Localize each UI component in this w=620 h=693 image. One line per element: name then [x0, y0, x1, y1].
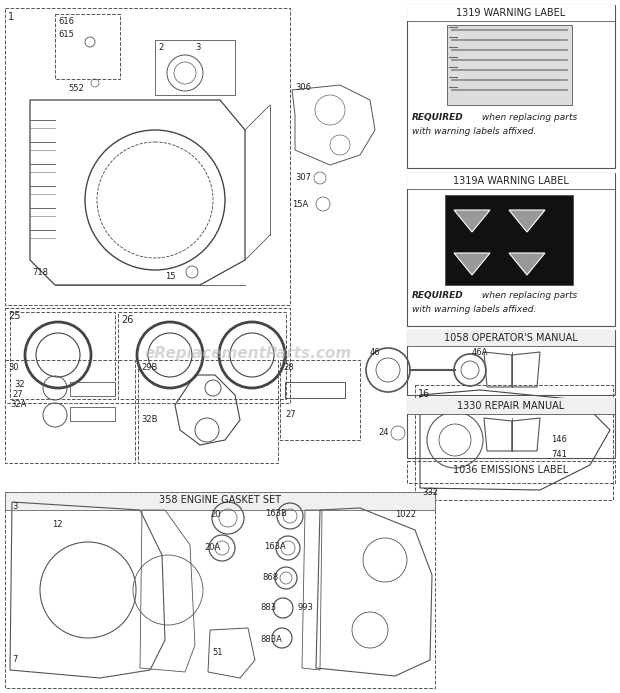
Bar: [5, 8, 290, 305]
Text: 51: 51: [212, 648, 223, 657]
Text: 28: 28: [283, 363, 294, 372]
Text: 883: 883: [260, 603, 276, 612]
Text: 883A: 883A: [260, 635, 282, 644]
Bar: [5, 492, 435, 510]
Text: 1: 1: [8, 12, 14, 22]
Bar: [407, 5, 615, 21]
Text: 29B: 29B: [141, 363, 157, 372]
Polygon shape: [454, 253, 490, 275]
Text: 993: 993: [297, 603, 313, 612]
Text: when replacing parts: when replacing parts: [479, 113, 577, 122]
Text: 718: 718: [32, 268, 48, 277]
Polygon shape: [454, 210, 490, 232]
Bar: [407, 5, 615, 168]
Bar: [415, 385, 613, 500]
Text: 332: 332: [422, 488, 438, 497]
Text: 1319 WARNING LABEL: 1319 WARNING LABEL: [456, 8, 565, 18]
Polygon shape: [509, 253, 545, 275]
Text: 16: 16: [418, 389, 430, 399]
Text: with warning labels affixed.: with warning labels affixed.: [412, 127, 536, 136]
Text: 20A: 20A: [204, 543, 220, 552]
Text: 552: 552: [68, 84, 84, 93]
Text: 307: 307: [295, 173, 311, 182]
Text: 24: 24: [378, 428, 389, 437]
Text: 32A: 32A: [10, 400, 27, 409]
Text: 741: 741: [551, 450, 567, 459]
Text: 146: 146: [551, 435, 567, 444]
Text: 25: 25: [8, 311, 20, 321]
Text: 1330 REPAIR MANUAL: 1330 REPAIR MANUAL: [458, 401, 565, 411]
Bar: [70, 407, 115, 421]
Bar: [155, 40, 235, 95]
Bar: [407, 398, 615, 458]
Text: 15: 15: [165, 272, 175, 281]
Text: 358 ENGINE GASKET SET: 358 ENGINE GASKET SET: [159, 495, 281, 505]
Text: 1058 OPERATOR'S MANUAL: 1058 OPERATOR'S MANUAL: [444, 333, 578, 343]
Text: 7: 7: [12, 655, 17, 664]
Text: 1022: 1022: [395, 510, 416, 519]
Text: 615: 615: [58, 30, 74, 39]
Bar: [407, 461, 615, 483]
Bar: [5, 492, 435, 688]
Text: eReplacementParts.com: eReplacementParts.com: [144, 346, 352, 361]
Bar: [407, 173, 615, 326]
Text: 46: 46: [370, 348, 381, 357]
Text: 616: 616: [58, 17, 74, 26]
Text: 27: 27: [285, 410, 296, 419]
Bar: [10, 312, 115, 399]
Text: 46A: 46A: [472, 348, 489, 357]
Text: 12: 12: [52, 520, 63, 529]
Bar: [407, 173, 615, 189]
Bar: [447, 25, 572, 105]
Text: REQUIRED: REQUIRED: [412, 291, 464, 300]
Text: 1036 EMISSIONS LABEL: 1036 EMISSIONS LABEL: [453, 465, 569, 475]
Text: 2: 2: [158, 43, 163, 52]
Bar: [55, 14, 120, 79]
Bar: [138, 360, 278, 463]
Text: 26: 26: [121, 315, 133, 325]
Bar: [5, 360, 135, 463]
Bar: [118, 312, 286, 399]
Text: 20: 20: [210, 510, 221, 519]
Text: 32: 32: [14, 380, 25, 389]
Text: with warning labels affixed.: with warning labels affixed.: [412, 305, 536, 314]
Text: 3: 3: [12, 502, 17, 511]
Bar: [70, 382, 115, 396]
Bar: [445, 195, 573, 285]
Text: when replacing parts: when replacing parts: [479, 291, 577, 300]
Bar: [280, 360, 360, 440]
Text: REQUIRED: REQUIRED: [412, 113, 464, 122]
Text: 27: 27: [12, 390, 22, 399]
Text: 163A: 163A: [264, 542, 286, 551]
Text: 3: 3: [195, 43, 200, 52]
Bar: [407, 330, 615, 395]
Text: 15A: 15A: [292, 200, 308, 209]
Text: 1319A WARNING LABEL: 1319A WARNING LABEL: [453, 176, 569, 186]
Text: 868: 868: [262, 573, 278, 582]
Text: 163B: 163B: [265, 509, 287, 518]
Text: 32B: 32B: [141, 415, 157, 424]
Text: 306: 306: [295, 83, 311, 92]
Bar: [407, 398, 615, 414]
Bar: [5, 308, 290, 403]
Polygon shape: [509, 210, 545, 232]
Bar: [407, 330, 615, 346]
Text: 30: 30: [8, 363, 19, 372]
